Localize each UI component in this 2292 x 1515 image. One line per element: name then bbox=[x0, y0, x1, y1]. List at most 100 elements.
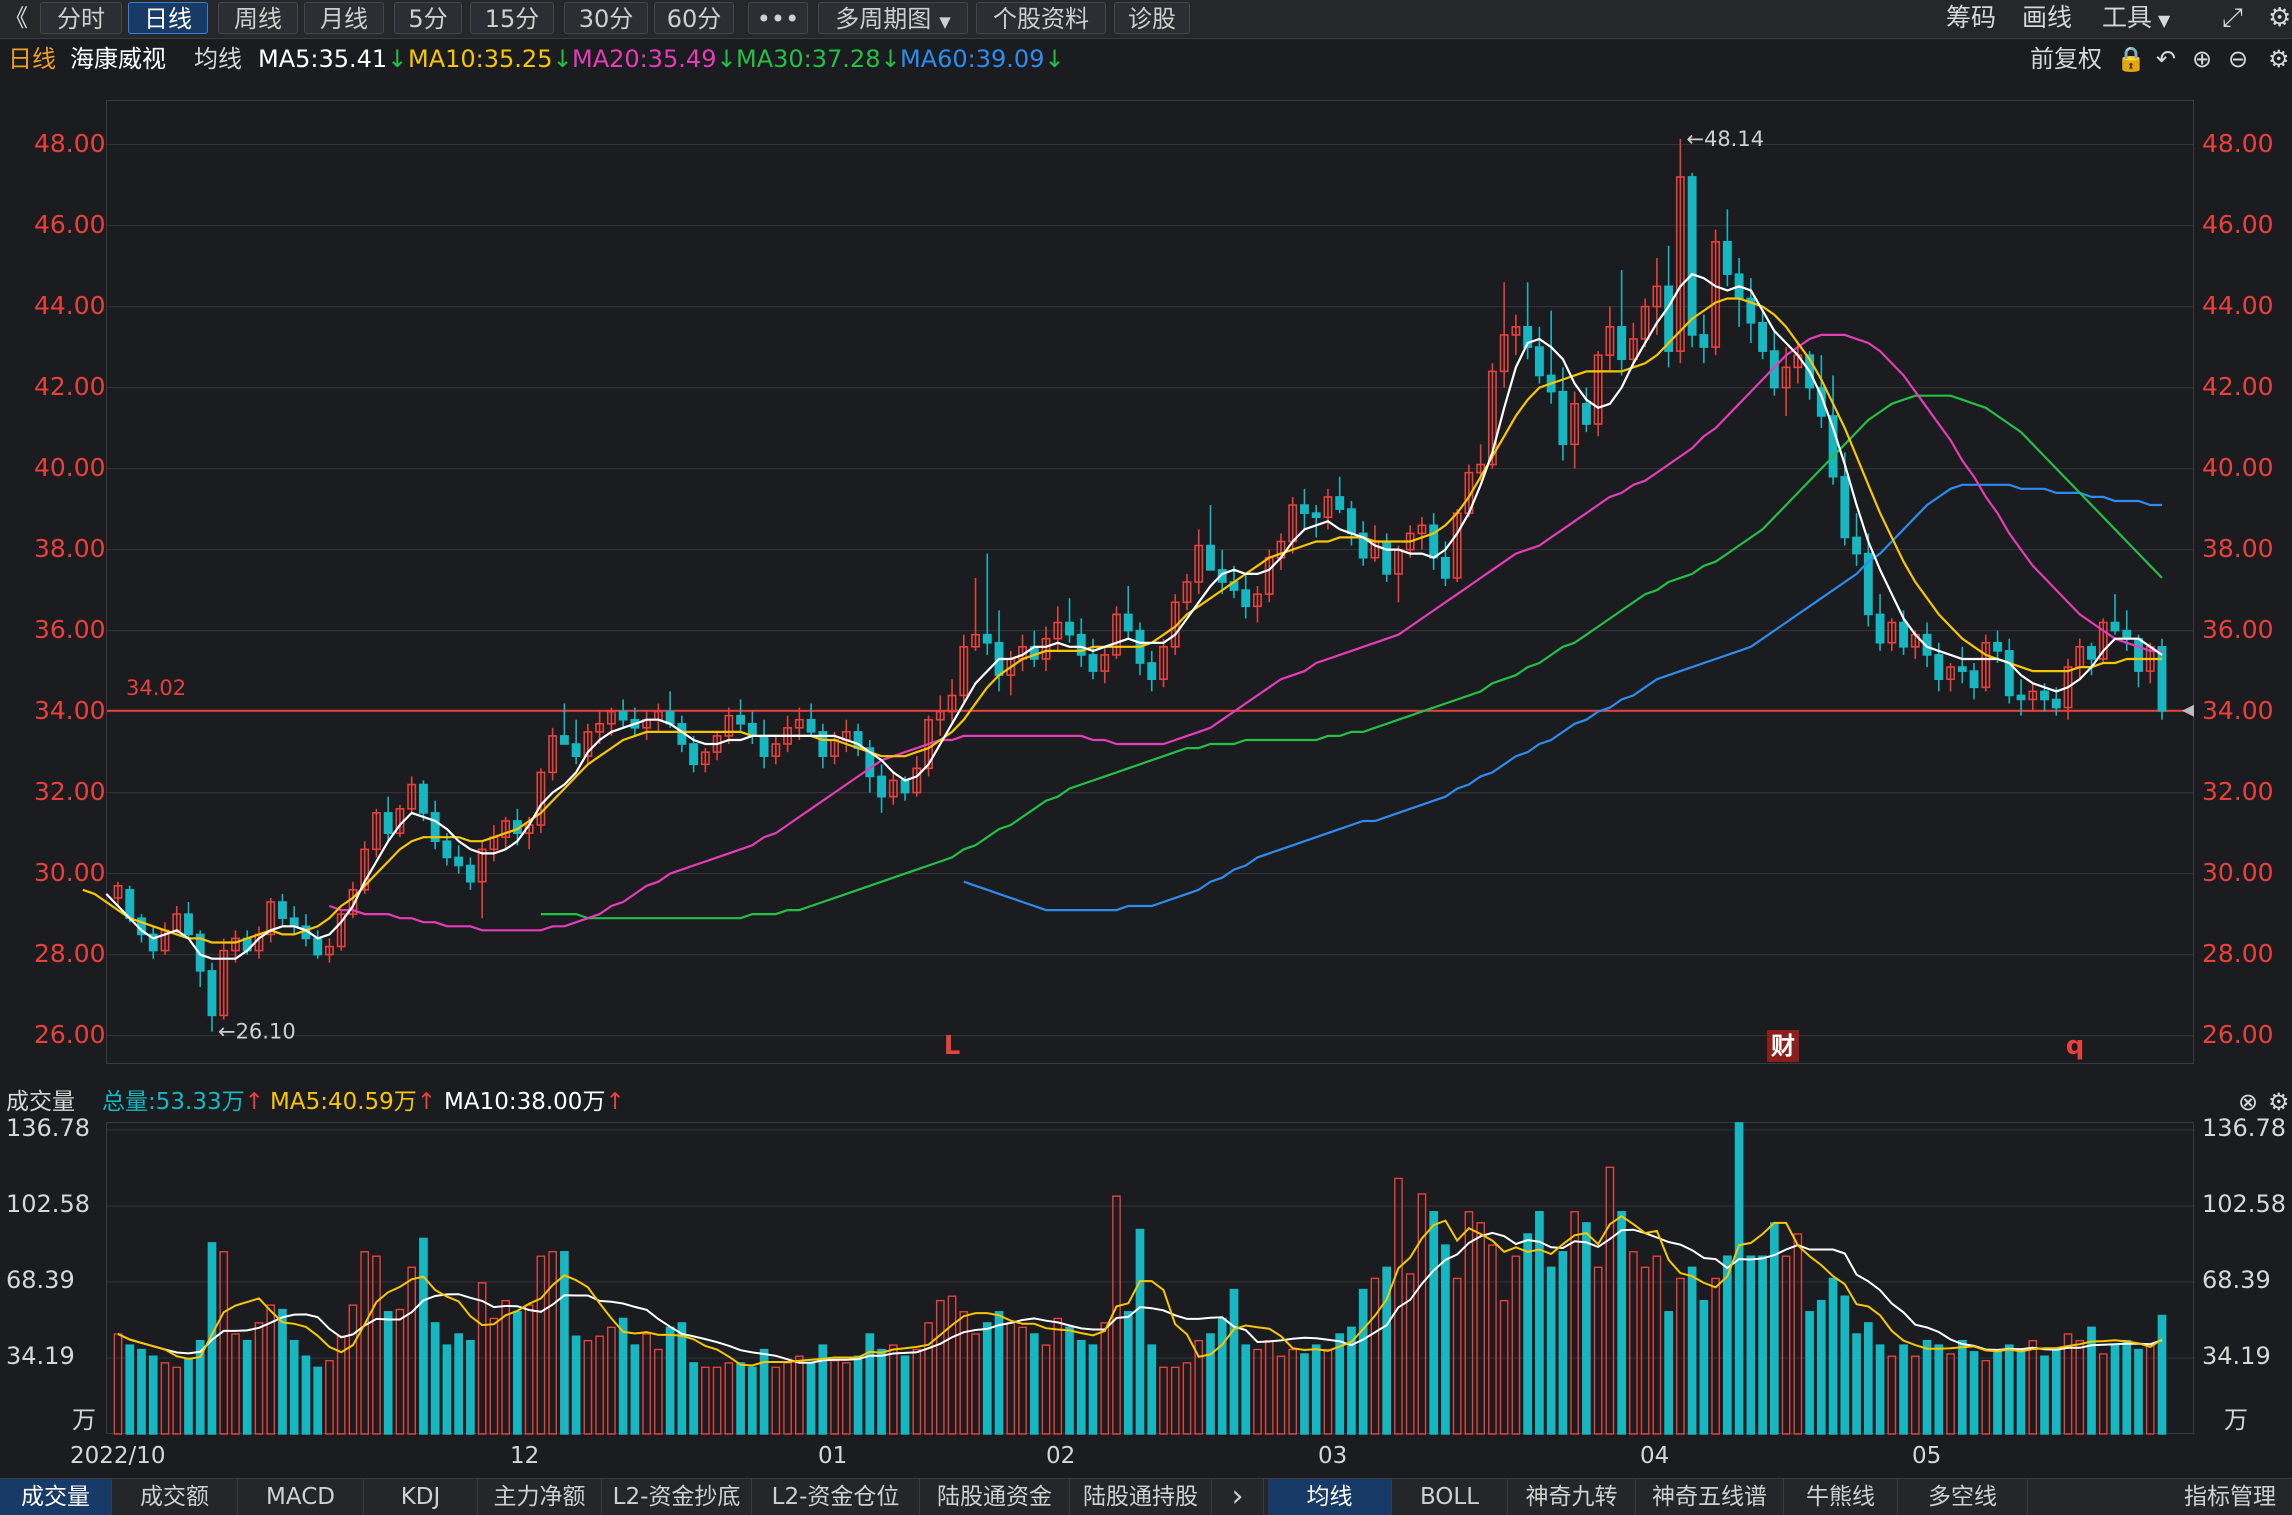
x-tick-label: 12 bbox=[510, 1443, 540, 1469]
period-button-6[interactable]: 30分 bbox=[564, 2, 648, 34]
volume-bar bbox=[548, 1251, 557, 1435]
volume-settings-icon[interactable]: ⚙ bbox=[2268, 1088, 2290, 1116]
period-button-5[interactable]: 15分 bbox=[470, 2, 554, 34]
price-tick-label-r: 36.00 bbox=[2202, 614, 2274, 644]
volume-bar bbox=[1652, 1255, 1662, 1435]
period-button-10[interactable]: 个股资料 bbox=[976, 2, 1106, 34]
volume-bar bbox=[1875, 1344, 1885, 1435]
back-button[interactable]: 《 bbox=[4, 4, 28, 32]
overlay-tab-3[interactable]: 神奇五线谱 bbox=[1636, 1479, 1784, 1515]
fuquan-button[interactable]: 前复权 bbox=[2030, 45, 2102, 73]
draw-line-button[interactable]: 画线 bbox=[2022, 3, 2073, 32]
candle-body bbox=[1899, 621, 1909, 648]
volume-bar bbox=[1746, 1255, 1756, 1435]
overlay-tab-5[interactable]: 多空线 bbox=[1898, 1479, 2028, 1515]
indicator-tab-5[interactable]: L2-资金抄底 bbox=[602, 1479, 752, 1515]
indicator-tab-3[interactable]: KDJ bbox=[364, 1479, 478, 1515]
volume-bar bbox=[607, 1326, 616, 1435]
volume-title[interactable]: 成交量 bbox=[6, 1089, 75, 1115]
candle-body bbox=[1863, 552, 1873, 616]
settings-icon[interactable]: ⚙ bbox=[2268, 45, 2290, 73]
volume-bar bbox=[325, 1359, 334, 1435]
volume-bar bbox=[1135, 1228, 1145, 1435]
lock-icon[interactable]: 🔒 bbox=[2116, 45, 2146, 73]
fullscreen-icon[interactable]: ⤢ bbox=[2222, 3, 2243, 33]
indicator-tab-2[interactable]: MACD bbox=[238, 1479, 364, 1515]
volume-bar bbox=[1699, 1299, 1709, 1435]
indicator-tab-7[interactable]: 陆股通资金 bbox=[920, 1479, 1070, 1515]
price-tick-label-l: 36.00 bbox=[34, 614, 106, 644]
settings-gear-icon[interactable]: ⚙ bbox=[2268, 3, 2292, 33]
period-button-0[interactable]: 分时 bbox=[40, 2, 122, 34]
volume-bar bbox=[2040, 1355, 2049, 1435]
ma60-value: MA60:39.09↓ bbox=[900, 45, 1065, 73]
price-tick-label-r: 26.00 bbox=[2202, 1019, 2274, 1049]
zoom-in-icon[interactable]: ⊕ bbox=[2192, 45, 2213, 73]
volume-bar bbox=[877, 1348, 886, 1435]
volume-bar bbox=[1088, 1344, 1098, 1435]
candle-body bbox=[1816, 386, 1826, 417]
candle-body bbox=[1628, 338, 1638, 361]
candle-body bbox=[982, 633, 992, 644]
zoom-out-icon[interactable]: ⊖ bbox=[2228, 45, 2249, 73]
period-button-9[interactable]: 多周期图 ▼ bbox=[818, 2, 968, 34]
candle-body bbox=[1076, 633, 1086, 656]
volume-bar bbox=[1887, 1355, 1897, 1435]
indicator-tab-6[interactable]: L2-资金仓位 bbox=[752, 1479, 920, 1515]
tools-button[interactable]: 工具 ▼ bbox=[2102, 2, 2170, 34]
volume-bar bbox=[2063, 1333, 2073, 1435]
multi-period-label: 多周期图 bbox=[835, 5, 932, 33]
period-button-2[interactable]: 周线 bbox=[218, 2, 298, 34]
event-marker: L bbox=[944, 1031, 961, 1061]
volume-bar bbox=[477, 1282, 487, 1435]
indicator-tab-8[interactable]: 陆股通持股 bbox=[1070, 1479, 1212, 1515]
period-button-3[interactable]: 月线 bbox=[304, 2, 384, 34]
volume-bar bbox=[806, 1362, 816, 1435]
price-panel bbox=[106, 100, 2194, 1064]
candle-body bbox=[912, 767, 922, 794]
period-button-8[interactable]: ••• bbox=[748, 2, 808, 34]
up-arrow-icon: ↑ bbox=[416, 1089, 437, 1115]
candle-body bbox=[1523, 326, 1533, 348]
overlay-tab-4[interactable]: 牛熊线 bbox=[1784, 1479, 1898, 1515]
volume-bar bbox=[947, 1295, 957, 1435]
period-button-4[interactable]: 5分 bbox=[394, 2, 462, 34]
candle-body bbox=[759, 735, 769, 757]
candle-body bbox=[1957, 666, 1967, 672]
candle-body bbox=[1147, 662, 1157, 681]
volume-bar bbox=[1100, 1322, 1110, 1435]
chip-button[interactable]: 筹码 bbox=[1946, 3, 1997, 32]
period-button-1[interactable]: 日线 bbox=[128, 2, 208, 34]
stock-name[interactable]: 海康威视 bbox=[70, 45, 166, 73]
price-tick-label-r: 46.00 bbox=[2202, 209, 2274, 239]
candle-body bbox=[477, 848, 487, 883]
candle-body bbox=[1981, 641, 1991, 689]
close-panel-icon[interactable]: ⊗ bbox=[2238, 1088, 2259, 1116]
volume-bar bbox=[1570, 1211, 1579, 1435]
candle-body bbox=[1499, 334, 1509, 373]
volume-bar bbox=[994, 1311, 1004, 1435]
indicator-tab-0[interactable]: 成交量 bbox=[0, 1479, 112, 1515]
candle-body bbox=[794, 718, 804, 729]
price-tick-label-r: 38.00 bbox=[2202, 533, 2274, 563]
undo-icon[interactable]: ↶ bbox=[2156, 45, 2177, 73]
volume-bar bbox=[231, 1333, 240, 1435]
more-tabs-chevron-icon[interactable]: › bbox=[1212, 1479, 1264, 1515]
overlay-tab-0[interactable]: 均线 bbox=[1268, 1479, 1392, 1515]
volume-bar bbox=[1029, 1333, 1039, 1435]
ma-label[interactable]: 均线 bbox=[194, 45, 242, 73]
candle-body bbox=[1088, 654, 1098, 672]
volume-bar bbox=[560, 1251, 569, 1435]
overlay-tab-1[interactable]: BOLL bbox=[1392, 1479, 1508, 1515]
volume-bar bbox=[1523, 1233, 1532, 1435]
indicator-tab-4[interactable]: 主力净额 bbox=[478, 1479, 602, 1515]
price-tick-label-r: 40.00 bbox=[2202, 452, 2274, 482]
indicator-tab-1[interactable]: 成交额 bbox=[112, 1479, 238, 1515]
overlay-tab-2[interactable]: 神奇九转 bbox=[1508, 1479, 1636, 1515]
candle-body bbox=[184, 913, 193, 936]
period-button-7[interactable]: 60分 bbox=[654, 2, 734, 34]
period-button-11[interactable]: 诊股 bbox=[1114, 2, 1190, 34]
indicator-manage-button[interactable]: 指标管理 bbox=[2184, 1484, 2276, 1510]
volume-bar bbox=[1217, 1317, 1227, 1435]
